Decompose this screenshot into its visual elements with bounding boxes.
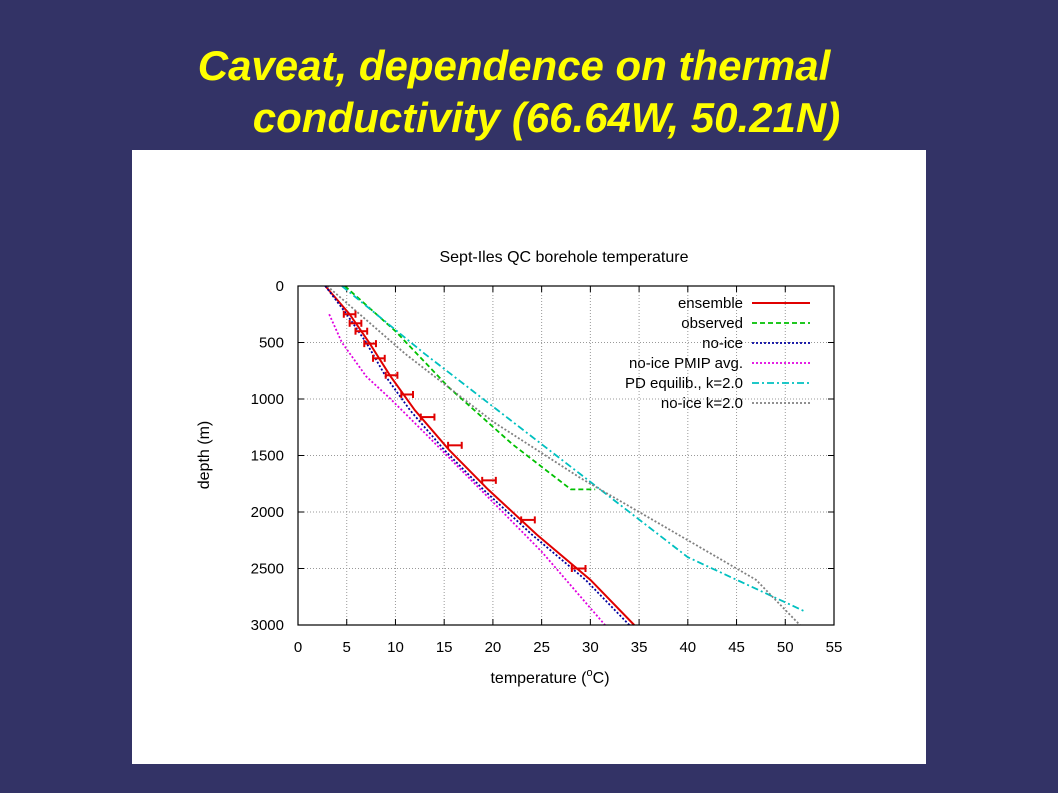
x-tick-label: 15 — [436, 639, 453, 656]
legend-label: no-ice PMIP avg. — [629, 355, 743, 372]
x-tick-label: 25 — [533, 639, 550, 656]
error-bar — [348, 319, 363, 327]
x-tick-label: 35 — [631, 639, 648, 656]
x-tick-label: 55 — [826, 639, 843, 656]
legend-entry: ensemble — [678, 295, 810, 312]
error-bar — [363, 340, 377, 348]
slide-title-line1: Caveat, dependence on thermal — [197, 42, 831, 89]
x-axis-label-suffix: C) — [593, 670, 610, 687]
y-axis-label: depth (m) — [196, 421, 213, 489]
series-line-no-ice-k-2-0 — [326, 285, 801, 626]
y-tick-label: 1000 — [251, 391, 284, 408]
y-tick-label: 2500 — [251, 561, 284, 578]
legend-label: PD equilib., k=2.0 — [625, 375, 743, 392]
x-axis-ticks: 0 5 10 15 20 25 30 35 40 45 50 55 — [294, 286, 843, 656]
chart-grid — [298, 286, 834, 625]
slide-title-line2: conductivity (66.64W, 50.21N) — [252, 94, 841, 141]
chart-legend: ensemble observed no-ice no-ice PMIP avg. PD… — [625, 295, 810, 412]
x-tick-label: 10 — [387, 639, 404, 656]
y-axis-ticks: 0 500 1000 1500 2000 2500 3000 — [251, 278, 834, 634]
legend-label: observed — [681, 315, 743, 332]
x-tick-label: 20 — [485, 639, 502, 656]
series-line-observed — [344, 285, 596, 491]
y-tick-label: 1500 — [251, 448, 284, 465]
x-tick-label: 50 — [777, 639, 794, 656]
error-bar — [447, 441, 463, 449]
legend-entry: no-ice k=2.0 — [661, 395, 810, 412]
plot-frame — [297, 285, 835, 626]
y-tick-label: 0 — [276, 278, 284, 295]
chart-figure: Sept-Iles QC borehole temperature 0 5 10 15… — [132, 150, 926, 764]
legend-label: no-ice k=2.0 — [661, 395, 743, 412]
y-tick-label: 2000 — [251, 504, 284, 521]
legend-entry: PD equilib., k=2.0 — [625, 375, 810, 392]
error-bar — [372, 354, 386, 362]
series-line-no-ice-pmip-avg — [328, 313, 606, 626]
y-tick-label: 3000 — [251, 617, 284, 634]
x-axis-label: temperature (oC) — [490, 667, 609, 687]
x-axis-label-prefix: temperature ( — [490, 670, 587, 687]
x-axis-label-sup: o — [587, 667, 593, 679]
y-tick-label: 500 — [259, 335, 284, 352]
x-tick-label: 0 — [294, 639, 302, 656]
legend-label: no-ice — [702, 335, 743, 352]
error-bar — [419, 413, 436, 421]
error-bar — [570, 565, 587, 572]
x-tick-label: 45 — [728, 639, 745, 656]
error-bar — [384, 371, 399, 379]
error-bar — [354, 327, 369, 335]
x-tick-label: 30 — [582, 639, 599, 656]
error-bar — [481, 476, 497, 484]
error-bar — [520, 516, 536, 524]
series-line-pd-equilib-k-2-0 — [341, 285, 806, 613]
legend-entry: observed — [681, 315, 810, 332]
chart-title: Sept-Iles QC borehole temperature — [439, 249, 688, 266]
x-tick-label: 5 — [343, 639, 351, 656]
legend-entry: no-ice — [702, 335, 810, 352]
slide-title: Caveat, dependence on thermal conductivi… — [0, 40, 1058, 144]
chart-svg: Sept-Iles QC borehole temperature 0 5 10 15… — [196, 249, 843, 687]
x-tick-label: 40 — [679, 639, 696, 656]
series-layer — [324, 285, 806, 626]
error-bar — [400, 390, 414, 398]
series-line-ensemble — [324, 285, 635, 626]
legend-entry: no-ice PMIP avg. — [629, 355, 810, 372]
legend-label: ensemble — [678, 295, 743, 312]
error-bar — [342, 310, 357, 318]
ensemble-error-bars — [342, 310, 587, 572]
